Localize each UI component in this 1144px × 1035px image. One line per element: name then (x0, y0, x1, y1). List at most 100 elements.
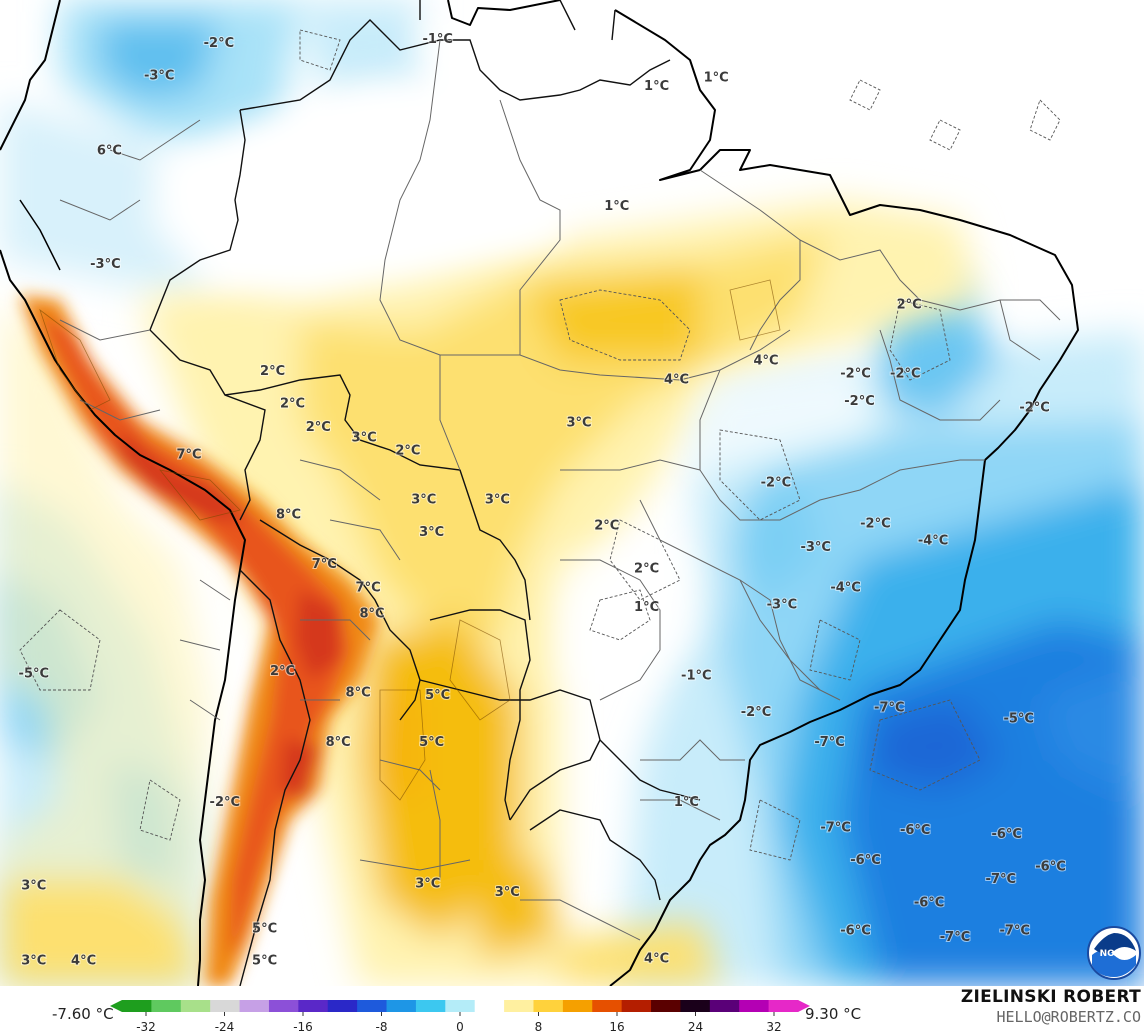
temperature-label: 2°C (395, 443, 420, 458)
temperature-label: 4°C (71, 954, 96, 969)
svg-text:NOAA: NOAA (1100, 949, 1129, 959)
temperature-label: -5°C (1003, 711, 1033, 726)
temperature-label: -2°C (840, 366, 870, 381)
color-swatch (268, 1000, 299, 1012)
color-scale-swatches (110, 1000, 810, 1012)
temperature-label: -1°C (681, 669, 711, 684)
temperature-label: 3°C (411, 493, 436, 508)
temperature-label: -2°C (741, 705, 771, 720)
temperature-label: 5°C (252, 921, 277, 936)
temperature-label: -4°C (830, 581, 860, 596)
color-swatch (680, 1000, 711, 1012)
color-swatch (239, 1000, 270, 1012)
scale-tick-label: 16 (609, 1020, 624, 1034)
temperature-label: 7°C (356, 581, 381, 596)
temperature-label: -3°C (90, 257, 120, 272)
temperature-label: 1°C (674, 795, 699, 810)
temperature-label: 3°C (21, 954, 46, 969)
color-swatch (327, 1000, 358, 1012)
temperature-anomaly-map: -2°C -1°C-3°C1°C1°C6°C1°C-3°C2°C2°C4°C4°C… (0, 0, 1144, 986)
temperature-label: 2°C (280, 396, 305, 411)
color-swatch (210, 1000, 241, 1012)
temperature-label: 2°C (306, 420, 331, 435)
color-swatch (357, 1000, 388, 1012)
temperature-label: -7°C (820, 821, 850, 836)
temperature-label: -2°C (204, 36, 234, 51)
temperature-label: 4°C (753, 353, 778, 368)
legend-min-value: -7.60 °C (52, 1005, 114, 1023)
temperature-label: -6°C (914, 896, 944, 911)
color-swatch (122, 1000, 152, 1012)
temperature-label: -6°C (991, 827, 1021, 842)
noaa-logo: NOAA (1087, 926, 1141, 980)
temperature-label: -2°C (210, 795, 240, 810)
temperature-label: 8°C (359, 606, 384, 621)
temperature-label: 3°C (352, 431, 377, 446)
temperature-label: -2°C (844, 394, 874, 409)
temperature-label: -7°C (814, 735, 844, 750)
temperature-label: -7°C (986, 872, 1016, 887)
temperature-labels: -2°C -1°C-3°C1°C1°C6°C1°C-3°C2°C2°C4°C4°C… (18, 31, 1067, 970)
temperature-label: 7°C (176, 448, 201, 463)
temperature-label: -6°C (840, 924, 870, 939)
temperature-label: 1°C (604, 199, 629, 214)
temperature-label: 7°C (312, 557, 337, 572)
temperature-label: -2°C (890, 366, 920, 381)
color-swatch (533, 1000, 564, 1012)
temperature-label: 2°C (260, 364, 285, 379)
author-name: ZIELINSKI ROBERT (960, 987, 1141, 1007)
temperature-label: -3°C (767, 598, 797, 613)
temperature-label: 3°C (21, 879, 46, 894)
color-swatch (151, 1000, 182, 1012)
pacific-coastline (0, 0, 246, 986)
temperature-label: 1°C (704, 71, 729, 86)
temperature-label: 5°C (252, 954, 277, 969)
temperature-label: 2°C (634, 561, 659, 576)
color-swatch (298, 1000, 329, 1012)
temperature-label: -1°C (422, 32, 452, 47)
temperature-label: -7°C (940, 930, 970, 945)
scale-right-arrow (798, 1000, 810, 1012)
color-swatch (768, 1000, 799, 1012)
temperature-label: 8°C (346, 686, 371, 701)
temperature-label: 3°C (566, 416, 591, 431)
color-swatch (651, 1000, 681, 1012)
color-swatch (445, 1000, 476, 1012)
temperature-label: 1°C (634, 600, 659, 615)
temperature-label: 3°C (419, 525, 444, 540)
contour-lines (19, 29, 1061, 861)
color-swatch (504, 1000, 534, 1012)
color-swatch (415, 1000, 446, 1012)
temperature-label: 5°C (419, 735, 444, 750)
temperature-label: -4°C (918, 533, 948, 548)
temperature-label: -5°C (19, 666, 49, 681)
temperature-label: -2°C (1019, 401, 1049, 416)
warm-contour-lines (39, 279, 781, 801)
color-swatch (621, 1000, 652, 1012)
temperature-label: 4°C (664, 373, 689, 388)
temperature-label: 8°C (326, 735, 351, 750)
temperature-label: -3°C (144, 68, 174, 83)
color-swatch (474, 1000, 505, 1012)
temperature-label: -6°C (900, 823, 930, 838)
temperature-label: -2°C (860, 516, 890, 531)
color-swatch (709, 1000, 740, 1012)
temperature-label: -3°C (800, 540, 830, 555)
temperature-label: 2°C (270, 664, 295, 679)
temperature-label: -6°C (850, 853, 880, 868)
scale-left-arrow (110, 1000, 122, 1012)
scale-tick-label: -8 (376, 1020, 388, 1034)
temperature-label: 6°C (97, 143, 122, 158)
scale-tick-label: 0 (456, 1020, 464, 1034)
temperature-label: 8°C (276, 508, 301, 523)
temperature-label: 3°C (495, 885, 520, 900)
scale-tick-label: 32 (766, 1020, 781, 1034)
scale-tick-label: -16 (293, 1020, 313, 1034)
temperature-label: 2°C (594, 518, 619, 533)
temperature-label: 5°C (425, 688, 450, 703)
color-swatch (562, 1000, 593, 1012)
color-scale: -32 -24 -16 -8 0 8 16 24 32 (110, 1000, 810, 1034)
temperature-label: 4°C (644, 951, 669, 966)
temperature-label: 3°C (415, 876, 440, 891)
scale-tick-label: -24 (215, 1020, 235, 1034)
